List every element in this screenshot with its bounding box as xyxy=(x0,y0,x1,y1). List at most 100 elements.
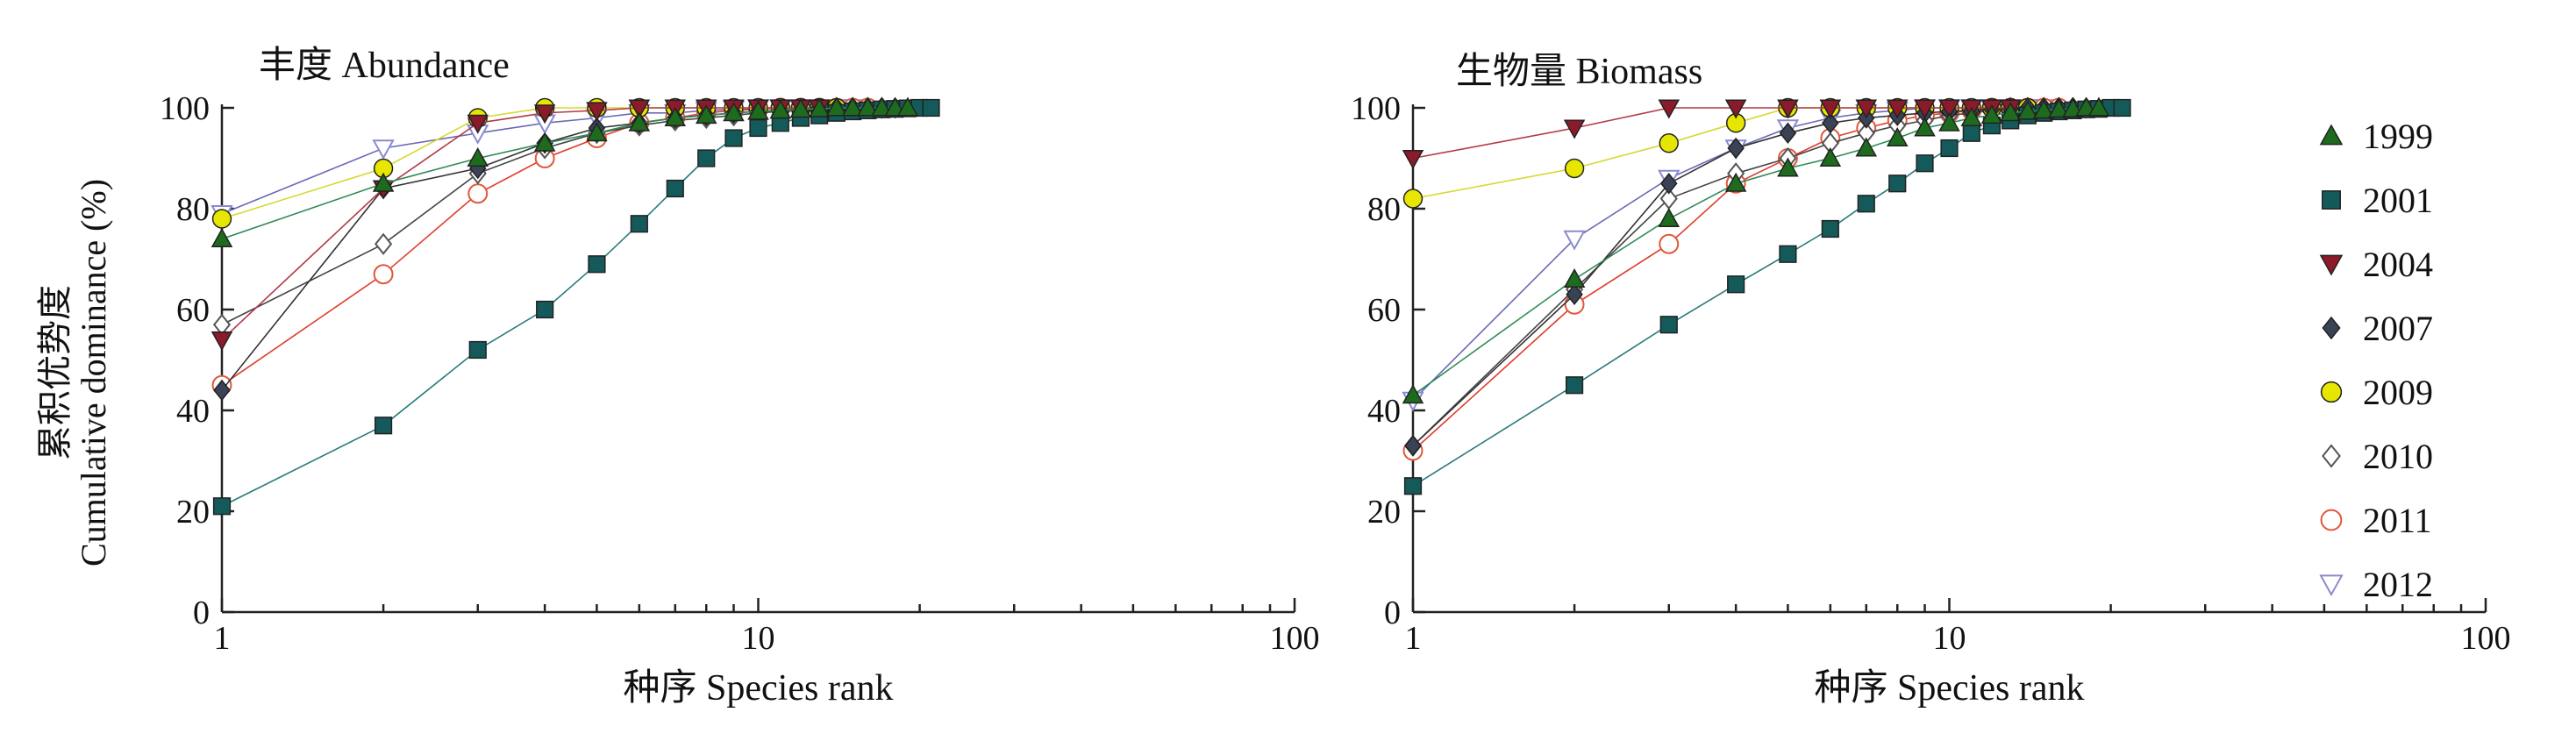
legend-marker xyxy=(2319,254,2344,276)
data-point xyxy=(1403,477,1423,495)
legend-item-2001: 2001 xyxy=(2322,181,2433,220)
x-axis-title: 种序 Species rank xyxy=(1815,668,2085,709)
data-point xyxy=(1563,230,1586,251)
y-axis-title: 累积优势度 Cumulative dominance (%) xyxy=(35,179,113,566)
legend-label: 2001 xyxy=(2363,181,2433,220)
series-line-2009 xyxy=(1412,107,2028,200)
legend-item-2010: 2010 xyxy=(2322,437,2433,476)
series-2010 xyxy=(212,96,891,336)
x-tick-label: 10 xyxy=(742,620,775,657)
data-point xyxy=(747,100,769,120)
legend-marker xyxy=(2322,444,2341,468)
data-point xyxy=(841,96,864,117)
series-line-2007 xyxy=(221,107,896,391)
data-point xyxy=(896,96,919,117)
data-point xyxy=(1916,154,1934,173)
legend-item-2009: 2009 xyxy=(2320,373,2433,412)
data-point xyxy=(628,111,651,132)
y-axis-title-cn: 累积优势度 xyxy=(35,285,75,460)
series-1999 xyxy=(211,96,919,248)
data-point xyxy=(1888,175,1907,193)
y-axis-title-en: Cumulative dominance (%) xyxy=(74,179,113,566)
y-tick-label: 20 xyxy=(176,494,210,531)
y-tick-label: 40 xyxy=(176,393,210,430)
x-tick-label: 100 xyxy=(2461,620,2511,657)
data-point xyxy=(1659,133,1679,153)
data-point xyxy=(1779,122,1797,144)
data-point xyxy=(1404,435,1422,457)
data-point xyxy=(211,331,233,352)
panel-abundance: 丰度 Abundance 0 20 40 60 80 100 1 10 100 种序 Species… xyxy=(160,46,1320,709)
data-point xyxy=(1938,99,1960,119)
data-point xyxy=(723,102,745,122)
data-point xyxy=(372,172,395,192)
data-point xyxy=(789,98,812,118)
data-point xyxy=(211,209,232,229)
data-point xyxy=(2032,99,2055,119)
legend-label: 1999 xyxy=(2363,117,2433,156)
legend-marker xyxy=(2320,509,2343,531)
data-point xyxy=(211,227,233,248)
data-point xyxy=(1564,158,1585,179)
data-point xyxy=(1914,117,1936,137)
data-point xyxy=(588,255,606,274)
data-point xyxy=(1960,106,1983,127)
data-point xyxy=(1962,124,1980,142)
legend-label: 2009 xyxy=(2363,373,2433,412)
legend-label: 2011 xyxy=(2363,501,2432,540)
data-point xyxy=(2048,98,2070,118)
data-point xyxy=(724,129,743,147)
legend-marker xyxy=(2319,574,2344,597)
data-point xyxy=(467,114,489,134)
legend-item-2004: 2004 xyxy=(2319,245,2433,284)
legend-item-2007: 2007 xyxy=(2322,309,2433,348)
panel-title: 生物量 Biomass xyxy=(1456,52,1702,92)
y-tick-label: 100 xyxy=(160,90,210,127)
y-tick-label: 60 xyxy=(1367,292,1401,329)
y-tick-label: 20 xyxy=(1367,494,1401,531)
y-tick-label: 0 xyxy=(1384,595,1401,631)
data-point xyxy=(1999,102,2022,122)
series-line-1999 xyxy=(1412,107,2099,396)
x-tick-label: 1 xyxy=(1405,620,1422,657)
data-point xyxy=(373,264,394,285)
data-point xyxy=(1819,99,1842,119)
data-point xyxy=(1857,195,1875,213)
legend-marker xyxy=(2322,190,2341,210)
legend-marker xyxy=(2320,381,2343,403)
data-point xyxy=(630,215,648,233)
data-point xyxy=(1980,104,2003,125)
y-tick-label: 60 xyxy=(176,292,210,329)
y-tick-label: 100 xyxy=(1351,90,1401,127)
data-point xyxy=(1727,137,1745,160)
legend-label: 2012 xyxy=(2363,565,2433,604)
data-point xyxy=(749,118,767,138)
data-point xyxy=(1938,111,1960,132)
x-axis-title: 种序 Species rank xyxy=(624,668,894,709)
data-point xyxy=(2113,98,2131,118)
legend-item-2012: 2012 xyxy=(2319,565,2433,604)
panel-biomass: 生物量 Biomass 0 20 40 60 80 100 1 10 100 种序 Species … xyxy=(1351,52,2511,709)
series-1999 xyxy=(1402,96,2110,404)
x-tick-label: 1 xyxy=(214,620,231,657)
legend-item-1999: 1999 xyxy=(2319,117,2433,156)
series-2001 xyxy=(1403,98,2131,495)
y-tick-label: 0 xyxy=(193,595,210,631)
series-line-2001 xyxy=(221,107,931,508)
data-point xyxy=(1565,376,1584,395)
legend-item-2011: 2011 xyxy=(2320,501,2432,540)
y-tick-label: 40 xyxy=(1367,393,1401,430)
data-point xyxy=(825,96,848,117)
data-point xyxy=(468,340,487,360)
data-point xyxy=(2016,100,2039,120)
data-point xyxy=(1658,99,1680,119)
data-point xyxy=(533,132,556,152)
panel-title: 丰度 Abundance xyxy=(259,46,510,86)
data-point xyxy=(1402,384,1424,404)
data-point xyxy=(586,122,608,142)
data-point xyxy=(1563,119,1586,139)
data-point xyxy=(664,106,687,127)
data-point xyxy=(536,300,554,319)
y-tick-label: 80 xyxy=(176,191,210,228)
